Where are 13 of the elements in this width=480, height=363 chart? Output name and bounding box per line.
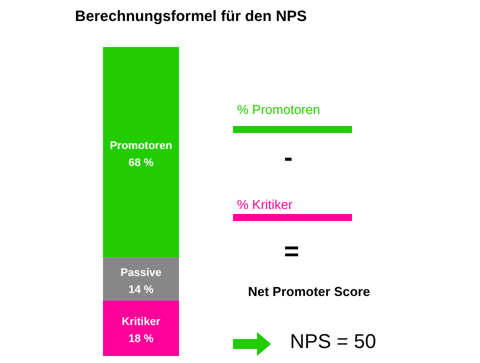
text: - [284,142,293,173]
data-label: 14 % [128,284,154,296]
text: % Kritiker [237,197,293,212]
series-label: Promotoren [110,140,172,152]
text: % Promotoren [237,102,320,117]
series-label: Kritiker [122,316,161,328]
data-label: 68 % [128,157,154,170]
text: = [284,236,300,267]
series-label: Passive [120,266,162,279]
data-label: 18 % [128,333,154,346]
chart-title: Berechnungsformel für den NPS [75,8,307,25]
text: Net Promoter Score [248,284,370,299]
text: NPS = 50 [290,331,376,354]
